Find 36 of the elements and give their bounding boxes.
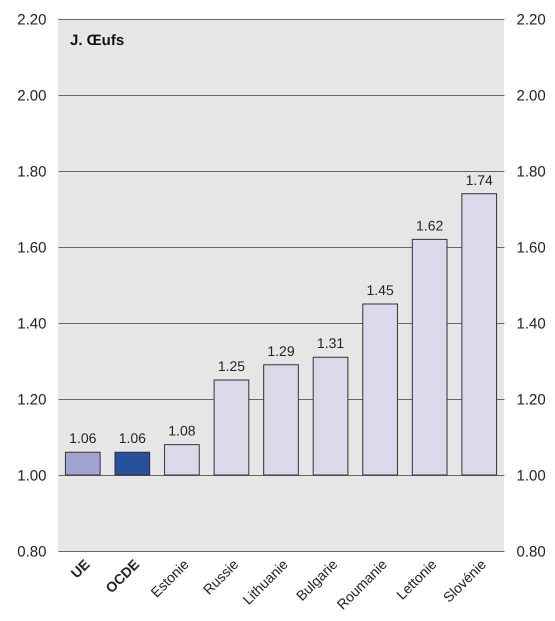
bar — [64, 452, 101, 476]
y-tick-label: 2.00 — [17, 88, 46, 104]
bar — [312, 356, 348, 476]
bar — [263, 364, 299, 476]
y2-tick-label: 1.40 — [516, 316, 546, 332]
y-tick-label: 1.00 — [17, 468, 46, 484]
data-label: 1.08 — [168, 422, 196, 439]
bar — [114, 452, 150, 476]
y2-tick-label: 1.80 — [516, 164, 546, 180]
y-tick-label: 1.80 — [17, 164, 46, 180]
y2-tick-label: 2.20 — [516, 12, 546, 28]
data-label: 1.62 — [416, 217, 444, 234]
y2-tick-label: 0.80 — [516, 544, 546, 560]
y2-tick-label: 1.00 — [516, 468, 546, 484]
data-label: 1.74 — [466, 172, 494, 188]
data-label: 1.45 — [366, 282, 394, 298]
data-label: 1.06 — [69, 430, 97, 446]
text: J. Œufs — [70, 32, 124, 49]
y-tick-label: 0.80 — [17, 544, 46, 560]
y2-tick-label: 2.00 — [516, 88, 546, 104]
bar — [461, 193, 498, 476]
y-tick-label: 1.60 — [17, 240, 46, 256]
bar — [362, 304, 398, 476]
y2-tick-label: 1.20 — [516, 392, 546, 408]
y-tick-label: 1.40 — [17, 316, 46, 332]
y-tick-label: 2.20 — [17, 12, 46, 28]
y2-tick-label: 1.60 — [516, 240, 546, 256]
data-label: 1.06 — [118, 430, 146, 446]
x-tick-label: UE — [68, 556, 93, 582]
y-tick-label: 1.20 — [17, 392, 46, 408]
data-label: 1.25 — [218, 358, 246, 374]
data-label: 1.29 — [267, 342, 295, 359]
bar — [164, 444, 200, 476]
data-label: 1.31 — [316, 335, 344, 352]
bar — [214, 380, 250, 476]
bar — [412, 238, 448, 476]
